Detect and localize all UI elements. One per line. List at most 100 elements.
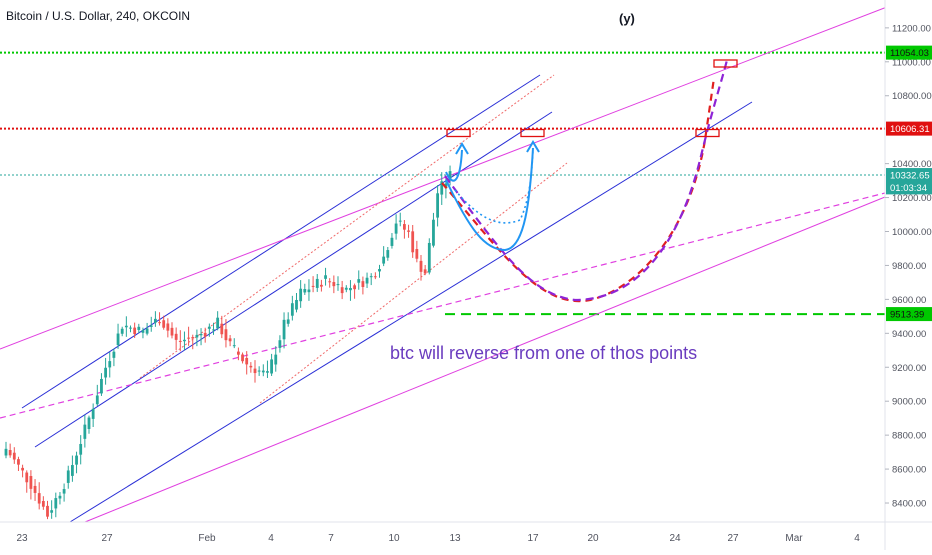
candle-body bbox=[54, 498, 57, 508]
y-tick-label: 10800.00 bbox=[892, 91, 932, 102]
price-label-text: 11054.03 bbox=[890, 48, 929, 59]
candle-body bbox=[349, 288, 352, 290]
candle-body bbox=[308, 290, 311, 293]
candle-body bbox=[279, 340, 282, 348]
candle-body bbox=[237, 352, 240, 355]
candle-body bbox=[320, 285, 323, 287]
x-tick-label: 27 bbox=[727, 533, 739, 544]
x-tick-label: 20 bbox=[587, 533, 599, 544]
candle-body bbox=[204, 333, 207, 337]
candle-body bbox=[96, 395, 99, 404]
y-tick-label: 9600.00 bbox=[892, 295, 926, 306]
candle-body bbox=[233, 345, 236, 346]
candle-body bbox=[79, 444, 82, 455]
candle-body bbox=[50, 510, 53, 513]
candle-body bbox=[366, 278, 369, 284]
x-tick-label: 27 bbox=[101, 533, 113, 544]
candle-body bbox=[216, 318, 219, 329]
candle-body bbox=[220, 324, 223, 335]
candle-body bbox=[146, 328, 149, 333]
candle-body bbox=[9, 450, 12, 455]
candle-body bbox=[162, 320, 165, 327]
target-box-2 bbox=[521, 130, 544, 137]
symbol-title: Bitcoin / U.S. Dollar, 240, OKCOIN bbox=[6, 9, 190, 23]
candle-body bbox=[46, 506, 49, 517]
candle-body bbox=[104, 368, 107, 378]
candle-body bbox=[378, 269, 381, 271]
reversal-note: btc will reverse from one of thos points bbox=[390, 343, 697, 364]
candle-body bbox=[225, 329, 228, 340]
candle-body bbox=[229, 338, 232, 341]
candle-body bbox=[312, 286, 315, 287]
candle-body bbox=[21, 468, 24, 471]
candle-body bbox=[158, 322, 161, 323]
candle-body bbox=[59, 496, 62, 499]
y-tick-label: 9000.00 bbox=[892, 397, 926, 408]
candle-body bbox=[386, 250, 389, 258]
y-tick-label: 8600.00 bbox=[892, 465, 926, 476]
candle-body bbox=[30, 476, 33, 489]
candle-body bbox=[208, 327, 211, 329]
candle-body bbox=[241, 354, 244, 361]
candle-body bbox=[196, 335, 199, 338]
candle-body bbox=[92, 409, 95, 419]
price-label-text: 9513.39 bbox=[890, 310, 924, 321]
candle-body bbox=[5, 449, 8, 456]
candle-body bbox=[403, 224, 406, 230]
candle-body bbox=[258, 371, 261, 372]
candle-body bbox=[254, 369, 257, 373]
candle-body bbox=[166, 323, 169, 330]
candle-body bbox=[262, 371, 265, 373]
candle-body bbox=[100, 379, 103, 393]
candle-body bbox=[42, 501, 45, 507]
candle-body bbox=[357, 279, 360, 283]
candle-body bbox=[303, 289, 306, 292]
candle-body bbox=[108, 361, 111, 367]
purple-projection-path bbox=[445, 60, 727, 300]
candle-body bbox=[75, 456, 78, 465]
x-tick-label: Feb bbox=[198, 533, 216, 544]
price-label-text: 10606.31 bbox=[890, 124, 930, 135]
candle-body bbox=[117, 334, 120, 346]
candle-body bbox=[137, 327, 140, 330]
candle-body bbox=[25, 473, 28, 483]
candle-body bbox=[411, 231, 414, 252]
candle-body bbox=[374, 276, 377, 277]
candle-body bbox=[395, 224, 398, 234]
price-label-text: 01:03:34 bbox=[890, 183, 927, 194]
candle-body bbox=[129, 328, 132, 329]
candle-body bbox=[424, 269, 427, 273]
wave-label: (y) bbox=[619, 11, 635, 26]
x-tick-label: 24 bbox=[669, 533, 681, 544]
candle-body bbox=[125, 326, 128, 328]
candle-body bbox=[63, 489, 66, 494]
blue-channel-lower bbox=[70, 102, 752, 522]
y-tick-label: 9200.00 bbox=[892, 363, 926, 374]
candle-body bbox=[337, 284, 340, 285]
candle-body bbox=[183, 340, 186, 341]
x-tick-label: 4 bbox=[268, 533, 274, 544]
y-tick-label: 11200.00 bbox=[892, 23, 931, 34]
candle-body bbox=[316, 279, 319, 288]
y-tick-label: 9800.00 bbox=[892, 261, 926, 272]
candle-body bbox=[133, 328, 136, 334]
candle-body bbox=[142, 330, 145, 333]
candle-body bbox=[299, 289, 302, 301]
red-dotted-lower bbox=[260, 163, 567, 403]
candle-body bbox=[249, 366, 252, 367]
blue-channel-mid bbox=[35, 112, 552, 447]
candle-body bbox=[432, 220, 435, 246]
y-tick-label: 10200.00 bbox=[892, 193, 932, 204]
candle-body bbox=[154, 319, 157, 323]
price-label-text: 10332.65 bbox=[890, 171, 930, 182]
candle-body bbox=[291, 303, 294, 315]
y-tick-label: 10000.00 bbox=[892, 227, 932, 238]
candle-body bbox=[370, 276, 373, 277]
candle-body bbox=[341, 287, 344, 293]
candle-body bbox=[179, 341, 182, 342]
candle-body bbox=[353, 285, 356, 289]
x-tick-label: 13 bbox=[449, 533, 461, 544]
candle-body bbox=[113, 352, 116, 358]
